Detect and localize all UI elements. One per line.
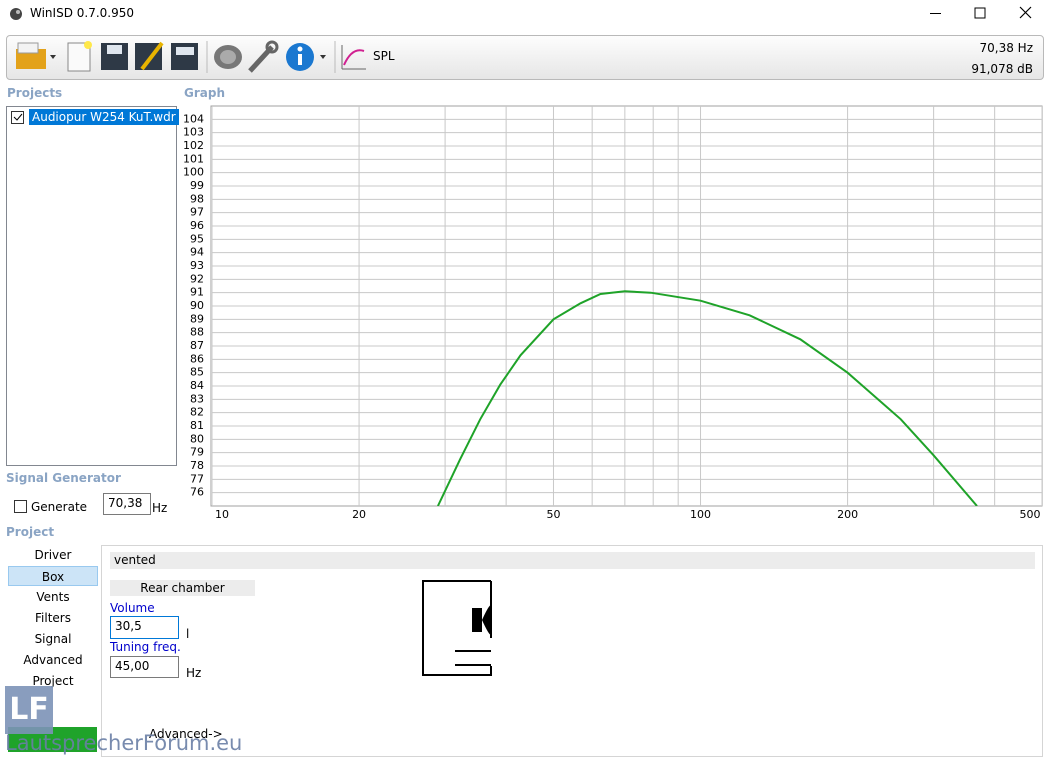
- tuning-label: Tuning freq.: [110, 640, 181, 654]
- y-tick-label: 91: [190, 286, 204, 299]
- y-tick-label: 98: [190, 192, 204, 205]
- x-tick-label: 10: [215, 508, 229, 521]
- y-tick-label: 82: [190, 406, 204, 419]
- y-tick-label: 92: [190, 272, 204, 285]
- project-item[interactable]: Audiopur W254 KuT.wdr: [29, 109, 179, 125]
- x-tick-label: 200: [837, 508, 858, 521]
- window-controls[interactable]: [920, 0, 1049, 28]
- tuning-input[interactable]: 45,00: [110, 656, 179, 678]
- advanced-link[interactable]: Advanced->: [149, 727, 223, 741]
- toolbar-icons[interactable]: [10, 37, 400, 77]
- window-title: WinISD 0.7.0.950: [30, 6, 135, 20]
- signal-generator-title: Signal Generator: [6, 471, 121, 485]
- watermark-text: LautsprecherForum.eu: [5, 731, 243, 755]
- y-tick-label: 89: [190, 312, 204, 325]
- x-tick-label: 50: [546, 508, 560, 521]
- tab[interactable]: Driver: [34, 548, 72, 562]
- x-tick-label: 100: [690, 508, 711, 521]
- tab[interactable]: Advanced: [23, 653, 83, 667]
- tab[interactable]: Filters: [35, 611, 71, 625]
- y-tick-label: 96: [190, 219, 204, 232]
- y-tick-label: 95: [190, 232, 204, 245]
- y-tick-label: 99: [190, 179, 204, 192]
- tab[interactable]: Project: [32, 674, 74, 688]
- tab[interactable]: Signal: [34, 632, 72, 646]
- y-tick-label: 83: [190, 392, 204, 405]
- tuning-unit: Hz: [186, 666, 202, 680]
- y-tick-label: 101: [183, 152, 204, 165]
- box-panel: [101, 545, 1043, 757]
- project-title: Project: [6, 525, 55, 539]
- x-tick-label: 20: [352, 508, 366, 521]
- tab-selected[interactable]: Box: [8, 566, 98, 586]
- project-list: Audiopur W254 KuT.wdr: [6, 106, 179, 466]
- chart: 7677787980818283848586878889909192939495…: [183, 105, 1043, 521]
- y-tick-label: 81: [190, 419, 204, 432]
- frequency-input[interactable]: 70,38: [103, 493, 151, 515]
- y-tick-label: 102: [183, 139, 204, 152]
- checkbox[interactable]: [11, 111, 24, 124]
- y-tick-label: 94: [190, 246, 204, 259]
- freq-readout: 70,38 Hz: [979, 41, 1034, 55]
- y-tick-label: 100: [183, 166, 204, 179]
- spl-curve: [436, 290, 978, 506]
- volume-input[interactable]: 30,5: [110, 616, 179, 639]
- y-tick-label: 84: [190, 379, 204, 392]
- volume-label: Volume: [110, 601, 155, 615]
- generate-checkbox[interactable]: [14, 500, 27, 513]
- y-tick-label: 86: [190, 352, 204, 365]
- tab[interactable]: Vents: [36, 590, 70, 604]
- watermark-logo: LF: [5, 686, 53, 734]
- y-tick-label: 90: [190, 299, 204, 312]
- y-tick-label: 78: [190, 459, 204, 472]
- x-tick-label: 500: [1020, 508, 1041, 521]
- level-readout: 91,078 dB: [971, 62, 1033, 76]
- y-tick-label: 88: [190, 326, 204, 339]
- projects-title: Projects: [7, 86, 63, 100]
- y-tick-label: 103: [183, 126, 204, 139]
- generate-label: Generate: [31, 500, 88, 514]
- y-tick-label: 93: [190, 259, 204, 272]
- y-tick-label: 76: [190, 486, 204, 499]
- box-diagram: [422, 580, 492, 676]
- y-tick-label: 87: [190, 339, 204, 352]
- graph-button[interactable]: SPL: [373, 49, 395, 63]
- y-tick-label: 77: [190, 472, 204, 485]
- chart-title: Graph: [184, 86, 225, 100]
- y-tick-label: 85: [190, 366, 204, 379]
- app-icon: [10, 8, 22, 20]
- box-type: vented: [110, 552, 1035, 569]
- y-tick-label: 80: [190, 432, 204, 445]
- y-tick-label: 104: [183, 112, 204, 125]
- y-tick-label: 97: [190, 206, 204, 219]
- frequency-unit: Hz: [152, 501, 168, 515]
- section-header: Rear chamber: [110, 580, 255, 596]
- y-tick-label: 79: [190, 446, 204, 459]
- volume-unit: l: [186, 627, 190, 641]
